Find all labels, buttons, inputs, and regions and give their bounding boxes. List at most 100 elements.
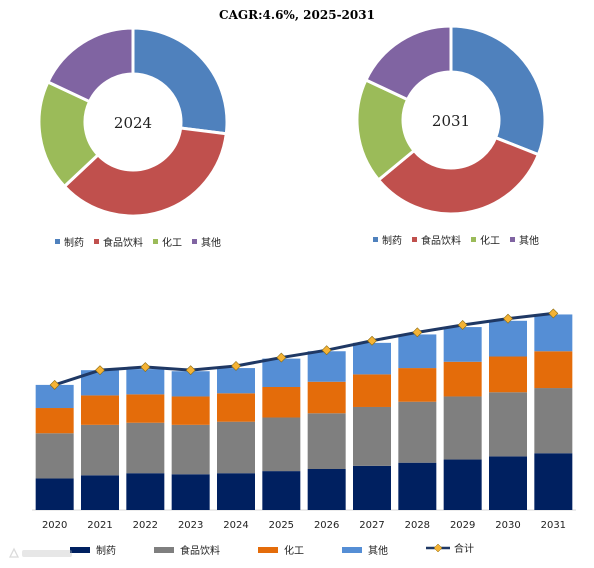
bar-2029-series-1 — [443, 396, 482, 460]
bar-2031-series-1 — [534, 388, 573, 454]
legend-1-label-1: 食品饮料 — [103, 238, 143, 249]
bar-2026-series-0 — [307, 469, 346, 510]
total-marker-2030 — [503, 313, 513, 324]
legend-2-label-2: 化工 — [480, 236, 500, 247]
legend-2-label-0: 制药 — [382, 236, 402, 247]
bar-legend-item-total: 合计 — [426, 540, 474, 555]
bar-legend-swatch-total — [426, 543, 450, 552]
bar-2024-series-1 — [217, 421, 255, 474]
bar-2021-series-0 — [81, 475, 119, 510]
bar-2030-series-3 — [489, 320, 527, 357]
donut-1-center-label: 2024 — [114, 114, 152, 132]
bar-2022-series-1 — [126, 422, 165, 474]
legend-donut-2031: 制药 食品饮料 化工 其他 — [373, 232, 549, 247]
bar-2030-series-0 — [489, 456, 527, 510]
total-marker-2020 — [49, 379, 60, 390]
legend-1-item-3: 其他 — [192, 234, 221, 249]
donut-2-center-label: 2031 — [432, 112, 470, 130]
bar-2028-series-1 — [398, 401, 437, 463]
bar-legend-label-total: 合计 — [454, 544, 474, 555]
bar-2020-series-3 — [35, 384, 74, 409]
legend-2-swatch-2 — [471, 237, 476, 242]
x-tick-label-2026: 2026 — [314, 520, 339, 531]
bar-legend-item-1: 食品饮料 — [154, 542, 220, 557]
x-tick-label-2029: 2029 — [450, 520, 475, 531]
bar-2031-series-2 — [534, 351, 573, 389]
legend-1-item-0: 制药 — [55, 234, 84, 249]
bar-2026-series-2 — [307, 381, 346, 414]
bar-legend-swatch-1 — [154, 546, 174, 553]
x-tick-label-2027: 2027 — [359, 520, 384, 531]
legend-1-item-1: 食品饮料 — [94, 234, 143, 249]
total-marker-2027 — [367, 335, 377, 346]
bar-2028-series-2 — [398, 368, 437, 402]
bar-legend-item-3: 其他 — [342, 542, 388, 557]
bar-2022-series-3 — [126, 369, 165, 395]
bar-2021-series-2 — [81, 395, 119, 425]
bar-2023-series-1 — [171, 424, 210, 475]
chart-title: CAGR:4.6%, 2025-2031 — [219, 8, 375, 22]
total-line — [54, 311, 554, 387]
total-marker-2031 — [548, 308, 559, 319]
bar-2020-series-2 — [35, 408, 74, 434]
legend-bar-chart: 制药 食品饮料 化工 其他 合计 — [70, 540, 570, 557]
legend-1-item-2: 化工 — [153, 234, 182, 249]
bar-legend-label-3: 其他 — [368, 546, 388, 557]
total-marker-2028 — [412, 327, 423, 338]
x-tick-label-2021: 2021 — [87, 520, 112, 531]
bar-legend-label-1: 食品饮料 — [180, 546, 220, 557]
bar-2029-series-0 — [443, 459, 482, 510]
x-tick-label-2022: 2022 — [133, 520, 158, 531]
bar-2025-series-2 — [262, 387, 301, 418]
bar-2029-series-3 — [443, 327, 482, 362]
total-marker-2024 — [231, 361, 241, 371]
bar-2020-series-1 — [35, 433, 74, 479]
donut-chart-2024: 2024 — [37, 26, 229, 218]
bar-legend-item-2: 化工 — [258, 542, 304, 557]
bar-2031-series-0 — [534, 453, 573, 510]
legend-2-item-0: 制药 — [373, 232, 402, 247]
bar-2026-series-1 — [307, 413, 346, 469]
x-tick-label-2020: 2020 — [42, 520, 67, 531]
bar-2022-series-0 — [126, 473, 165, 510]
watermark-logo — [8, 547, 72, 558]
total-marker-2026 — [321, 345, 332, 356]
bar-2028-series-3 — [398, 334, 437, 369]
bar-2020-series-0 — [35, 478, 74, 510]
total-marker-2025 — [276, 352, 287, 363]
bar-2027-series-0 — [353, 465, 391, 510]
donut-1-slice-3 — [45, 26, 135, 104]
bar-2023-series-2 — [171, 396, 210, 425]
bar-legend-label-0: 制药 — [96, 546, 116, 557]
bar-legend-swatch-3 — [342, 546, 362, 553]
bar-legend-swatch-0 — [70, 546, 90, 553]
bar-legend-swatch-2 — [258, 546, 278, 553]
bar-2023-series-3 — [171, 371, 210, 397]
donut-1-slice-0 — [131, 26, 229, 136]
x-tick-label-2028: 2028 — [405, 520, 430, 531]
bar-2022-series-2 — [126, 394, 165, 423]
legend-2-label-3: 其他 — [519, 236, 539, 247]
legend-1-label-3: 其他 — [201, 238, 221, 249]
legend-2-item-1: 食品饮料 — [412, 232, 461, 247]
bar-2023-series-0 — [171, 474, 210, 510]
legend-2-item-3: 其他 — [510, 232, 539, 247]
legend-2-item-2: 化工 — [471, 232, 500, 247]
donut-1-slice-1 — [62, 126, 228, 218]
total-marker-2022 — [140, 362, 151, 372]
legend-donut-2024: 制药 食品饮料 化工 其他 — [55, 234, 231, 249]
stacked-bar-chart: 2020 2021 2022 2023 2024 2025 2026 2027 2028 2029… — [32, 308, 576, 531]
bar-2030-series-1 — [489, 392, 527, 457]
donut-2-slice-3 — [363, 24, 453, 102]
legend-1-swatch-0 — [55, 239, 60, 244]
bar-legend-label-2: 化工 — [284, 546, 304, 557]
x-tick-label-2025: 2025 — [269, 520, 294, 531]
donut-2-slice-0 — [449, 24, 547, 157]
bar-2021-series-1 — [81, 424, 119, 476]
total-marker-2029 — [457, 320, 468, 330]
legend-2-swatch-3 — [510, 237, 515, 242]
total-marker-2023 — [185, 365, 196, 376]
bar-2027-series-2 — [353, 374, 391, 407]
bar-2024-series-0 — [217, 473, 255, 510]
